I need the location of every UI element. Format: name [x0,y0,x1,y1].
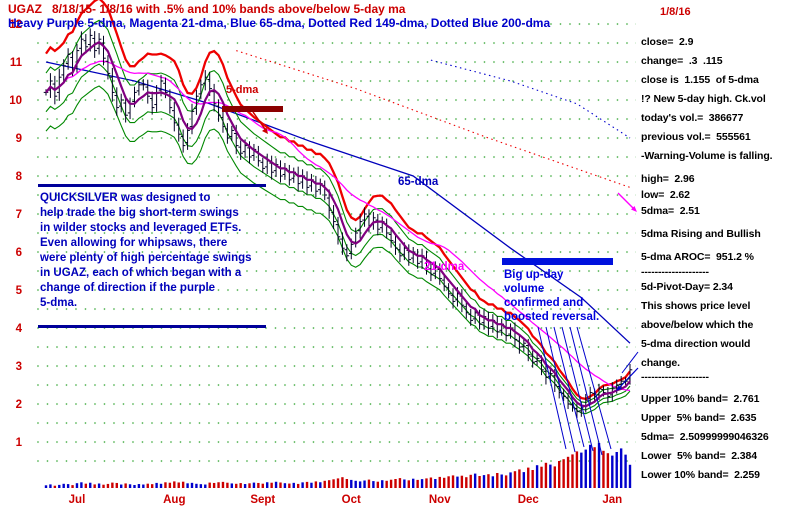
svg-text:8: 8 [16,171,23,183]
panel-line-close-vs-5dma: close is 1.155 of 5-dma [641,74,759,86]
panel-line-pivot-note-4: change. [641,357,680,369]
svg-text:Sept: Sept [250,494,275,506]
panel-date: 1/8/16 [660,6,691,18]
panel-line-pivot-note-1: This shows price level [641,300,751,312]
svg-text:Dec: Dec [518,494,540,506]
svg-text:1: 1 [16,437,23,449]
panel-line-5dma-aroc: 5-dma AROC= 951.2 % [641,251,754,263]
svg-text:Jul: Jul [69,494,86,506]
panel-line-pivot-day: 5d-Pivot-Day= 2.34 [641,281,733,293]
label-21dma: 21-dma [424,261,465,273]
note-big-up-day-volume: Big up-day volume confirmed and boosted … [504,269,600,323]
ma21-line [45,60,631,392]
panel-line-new-high-alert: !? New 5-day high. Ck.vol [641,93,766,105]
panel-line-change: change= .3 .115 [641,55,723,67]
label-5dma: 5-dma [226,84,259,96]
svg-text:6: 6 [16,247,22,259]
chart-legend: Heavy Purple 5-dma, Magenta 21-dma, Blue… [8,16,551,30]
panel-line-pivot-note-3: 5-dma direction would [641,338,751,350]
svg-text:10: 10 [9,95,22,107]
ma65-line [45,61,631,344]
panel-line-todays-volume: today's vol.= 386677 [641,112,744,124]
y-axis-labels: 12 11 10 9 8 7 6 5 4 3 2 1 [9,19,22,449]
panel-divider-2: -------------------- [641,371,709,383]
panel-line-upper-5-band: Upper 5% band= 2.635 [641,412,757,424]
panel-line-prev-volume: previous vol.= 555561 [641,131,751,143]
annotation-shapes [38,106,639,456]
label-65dma: 65-dma [398,176,439,188]
note-quicksilver: QUICKSILVER was designed to help trade t… [40,192,252,309]
svg-text:Oct: Oct [342,494,361,506]
grid-dots [36,21,636,463]
panel-line-high: high= 2.96 [641,173,695,185]
svg-text:3: 3 [16,361,22,373]
panel-line-close: close= 2.9 [641,36,694,48]
panel-line-5dma-precise: 5dma= 2.50999999046326 [641,431,769,443]
svg-text:7: 7 [16,209,22,221]
panel-line-low: low= 2.62 [641,189,690,201]
panel-divider-1: -------------------- [641,266,709,278]
chart-title: UGAZ 8/18/15- 1/8/16 with .5% and 10% ba… [8,2,406,16]
svg-text:11: 11 [10,57,23,69]
svg-text:9: 9 [16,133,22,145]
svg-text:12: 12 [9,19,22,31]
svg-text:4: 4 [16,323,23,335]
ma5-line [45,40,631,408]
panel-line-volume-warning: -Warning-Volume is falling. [641,150,773,162]
ma149-line [236,50,631,188]
svg-text:Aug: Aug [163,494,185,506]
svg-text:Nov: Nov [429,494,451,506]
ma200-line [430,59,631,139]
svg-text:Jan: Jan [602,494,622,506]
volume-bars [44,443,632,488]
svg-text:2: 2 [16,399,22,411]
panel-line-5dma-value: 5dma= 2.51 [641,205,700,217]
panel-line-pivot-note-2: above/below which the [641,319,754,331]
panel-line-5dma-trend: 5dma Rising and Bullish [641,228,761,240]
svg-text:5: 5 [16,285,23,297]
panel-line-upper-10-band: Upper 10% band= 2.761 [641,393,760,405]
panel-line-lower-10-band: Lower 10% band= 2.259 [641,469,760,481]
x-axis-labels: Jul Aug Sept Oct Nov Dec Jan [69,494,623,506]
panel-line-lower-5-band: Lower 5% band= 2.384 [641,450,757,462]
